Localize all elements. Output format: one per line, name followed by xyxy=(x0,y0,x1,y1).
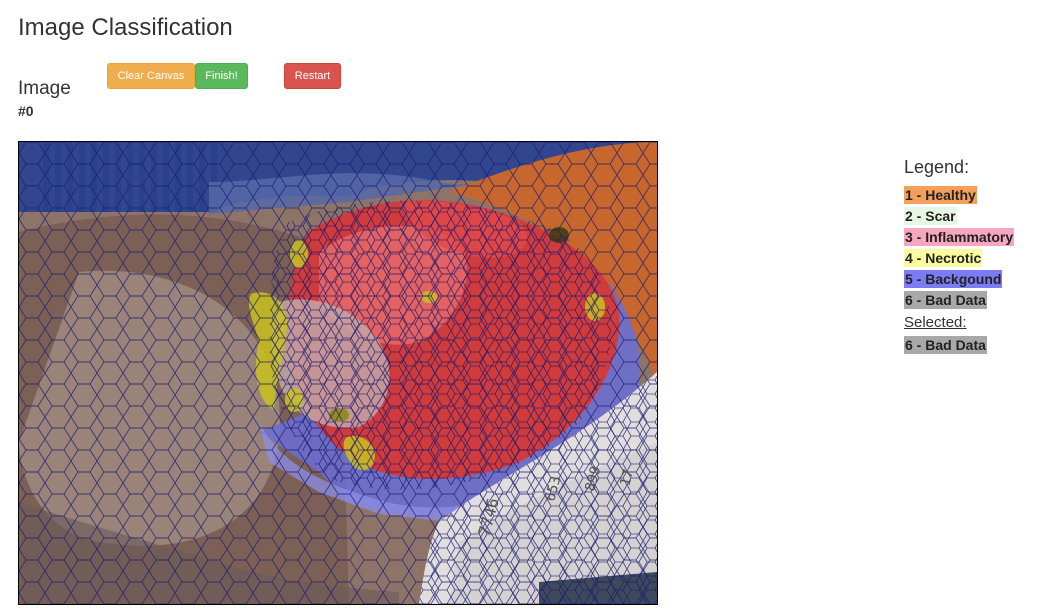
selected-class: 6 - Bad Data xyxy=(904,336,987,354)
legend-item-scar[interactable]: 2 - Scar xyxy=(904,207,957,225)
clear-canvas-button[interactable]: Clear Canvas xyxy=(107,63,195,89)
page-title: Image Classification xyxy=(18,14,233,41)
legend-item-background[interactable]: 5 - Backgound xyxy=(904,270,1003,288)
image-id: #0 xyxy=(18,103,34,119)
legend-title: Legend: xyxy=(904,157,970,177)
restart-button[interactable]: Restart xyxy=(284,63,341,89)
svg-text:653: 653 xyxy=(542,474,564,503)
image-label: Image xyxy=(18,78,71,99)
legend-panel: Legend: 1 - Healthy 2 - Scar 3 - Inflamm… xyxy=(904,157,1015,357)
wound-image[interactable]: 7746 653 899 17 xyxy=(19,142,657,604)
legend-item-bad-data[interactable]: 6 - Bad Data xyxy=(904,291,987,309)
legend-item-inflammatory[interactable]: 3 - Inflammatory xyxy=(904,228,1015,246)
legend-item-healthy[interactable]: 1 - Healthy xyxy=(904,186,977,204)
selected-title: Selected: xyxy=(904,314,967,331)
finish-button[interactable]: Finish! xyxy=(195,63,248,89)
svg-text:899: 899 xyxy=(582,464,604,493)
svg-text:17: 17 xyxy=(617,468,637,488)
legend-item-necrotic[interactable]: 4 - Necrotic xyxy=(904,249,983,267)
segmentation-canvas[interactable]: 7746 653 899 17 xyxy=(18,141,658,605)
